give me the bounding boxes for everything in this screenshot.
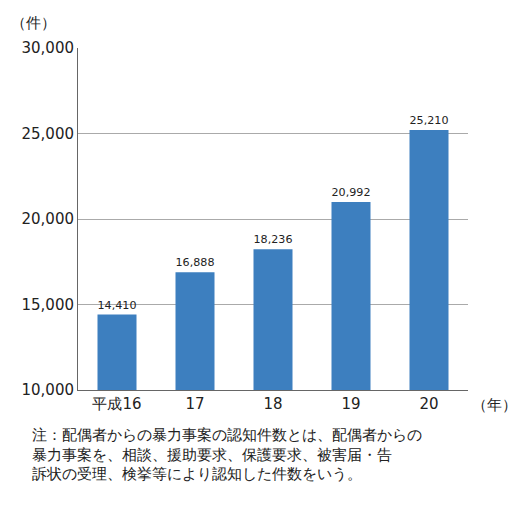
svg-text:18: 18 — [263, 395, 282, 413]
svg-text:平成16: 平成16 — [92, 395, 141, 413]
svg-text:（件）: （件） — [11, 14, 56, 32]
svg-text:20,000: 20,000 — [22, 210, 75, 228]
svg-text:25,210: 25,210 — [410, 114, 449, 127]
svg-text:20,992: 20,992 — [332, 186, 371, 199]
svg-text:19: 19 — [341, 395, 360, 413]
svg-text:18,236: 18,236 — [254, 233, 293, 246]
svg-text:14,410: 14,410 — [98, 299, 137, 312]
svg-text:30,000: 30,000 — [22, 39, 75, 57]
svg-text:注：配偶者からの暴力事案の認知件数とは、配偶者からの暴力事案: 注：配偶者からの暴力事案の認知件数とは、配偶者からの暴力事案を、相談、援助要求、… — [32, 426, 422, 483]
svg-text:20: 20 — [419, 395, 438, 413]
svg-text:15,000: 15,000 — [22, 296, 75, 314]
svg-text:25,000: 25,000 — [22, 125, 75, 143]
svg-text:16,888: 16,888 — [176, 256, 215, 269]
svg-text:10,000: 10,000 — [22, 381, 75, 399]
svg-text:（年）: （年） — [472, 396, 508, 414]
svg-text:17: 17 — [185, 395, 204, 413]
